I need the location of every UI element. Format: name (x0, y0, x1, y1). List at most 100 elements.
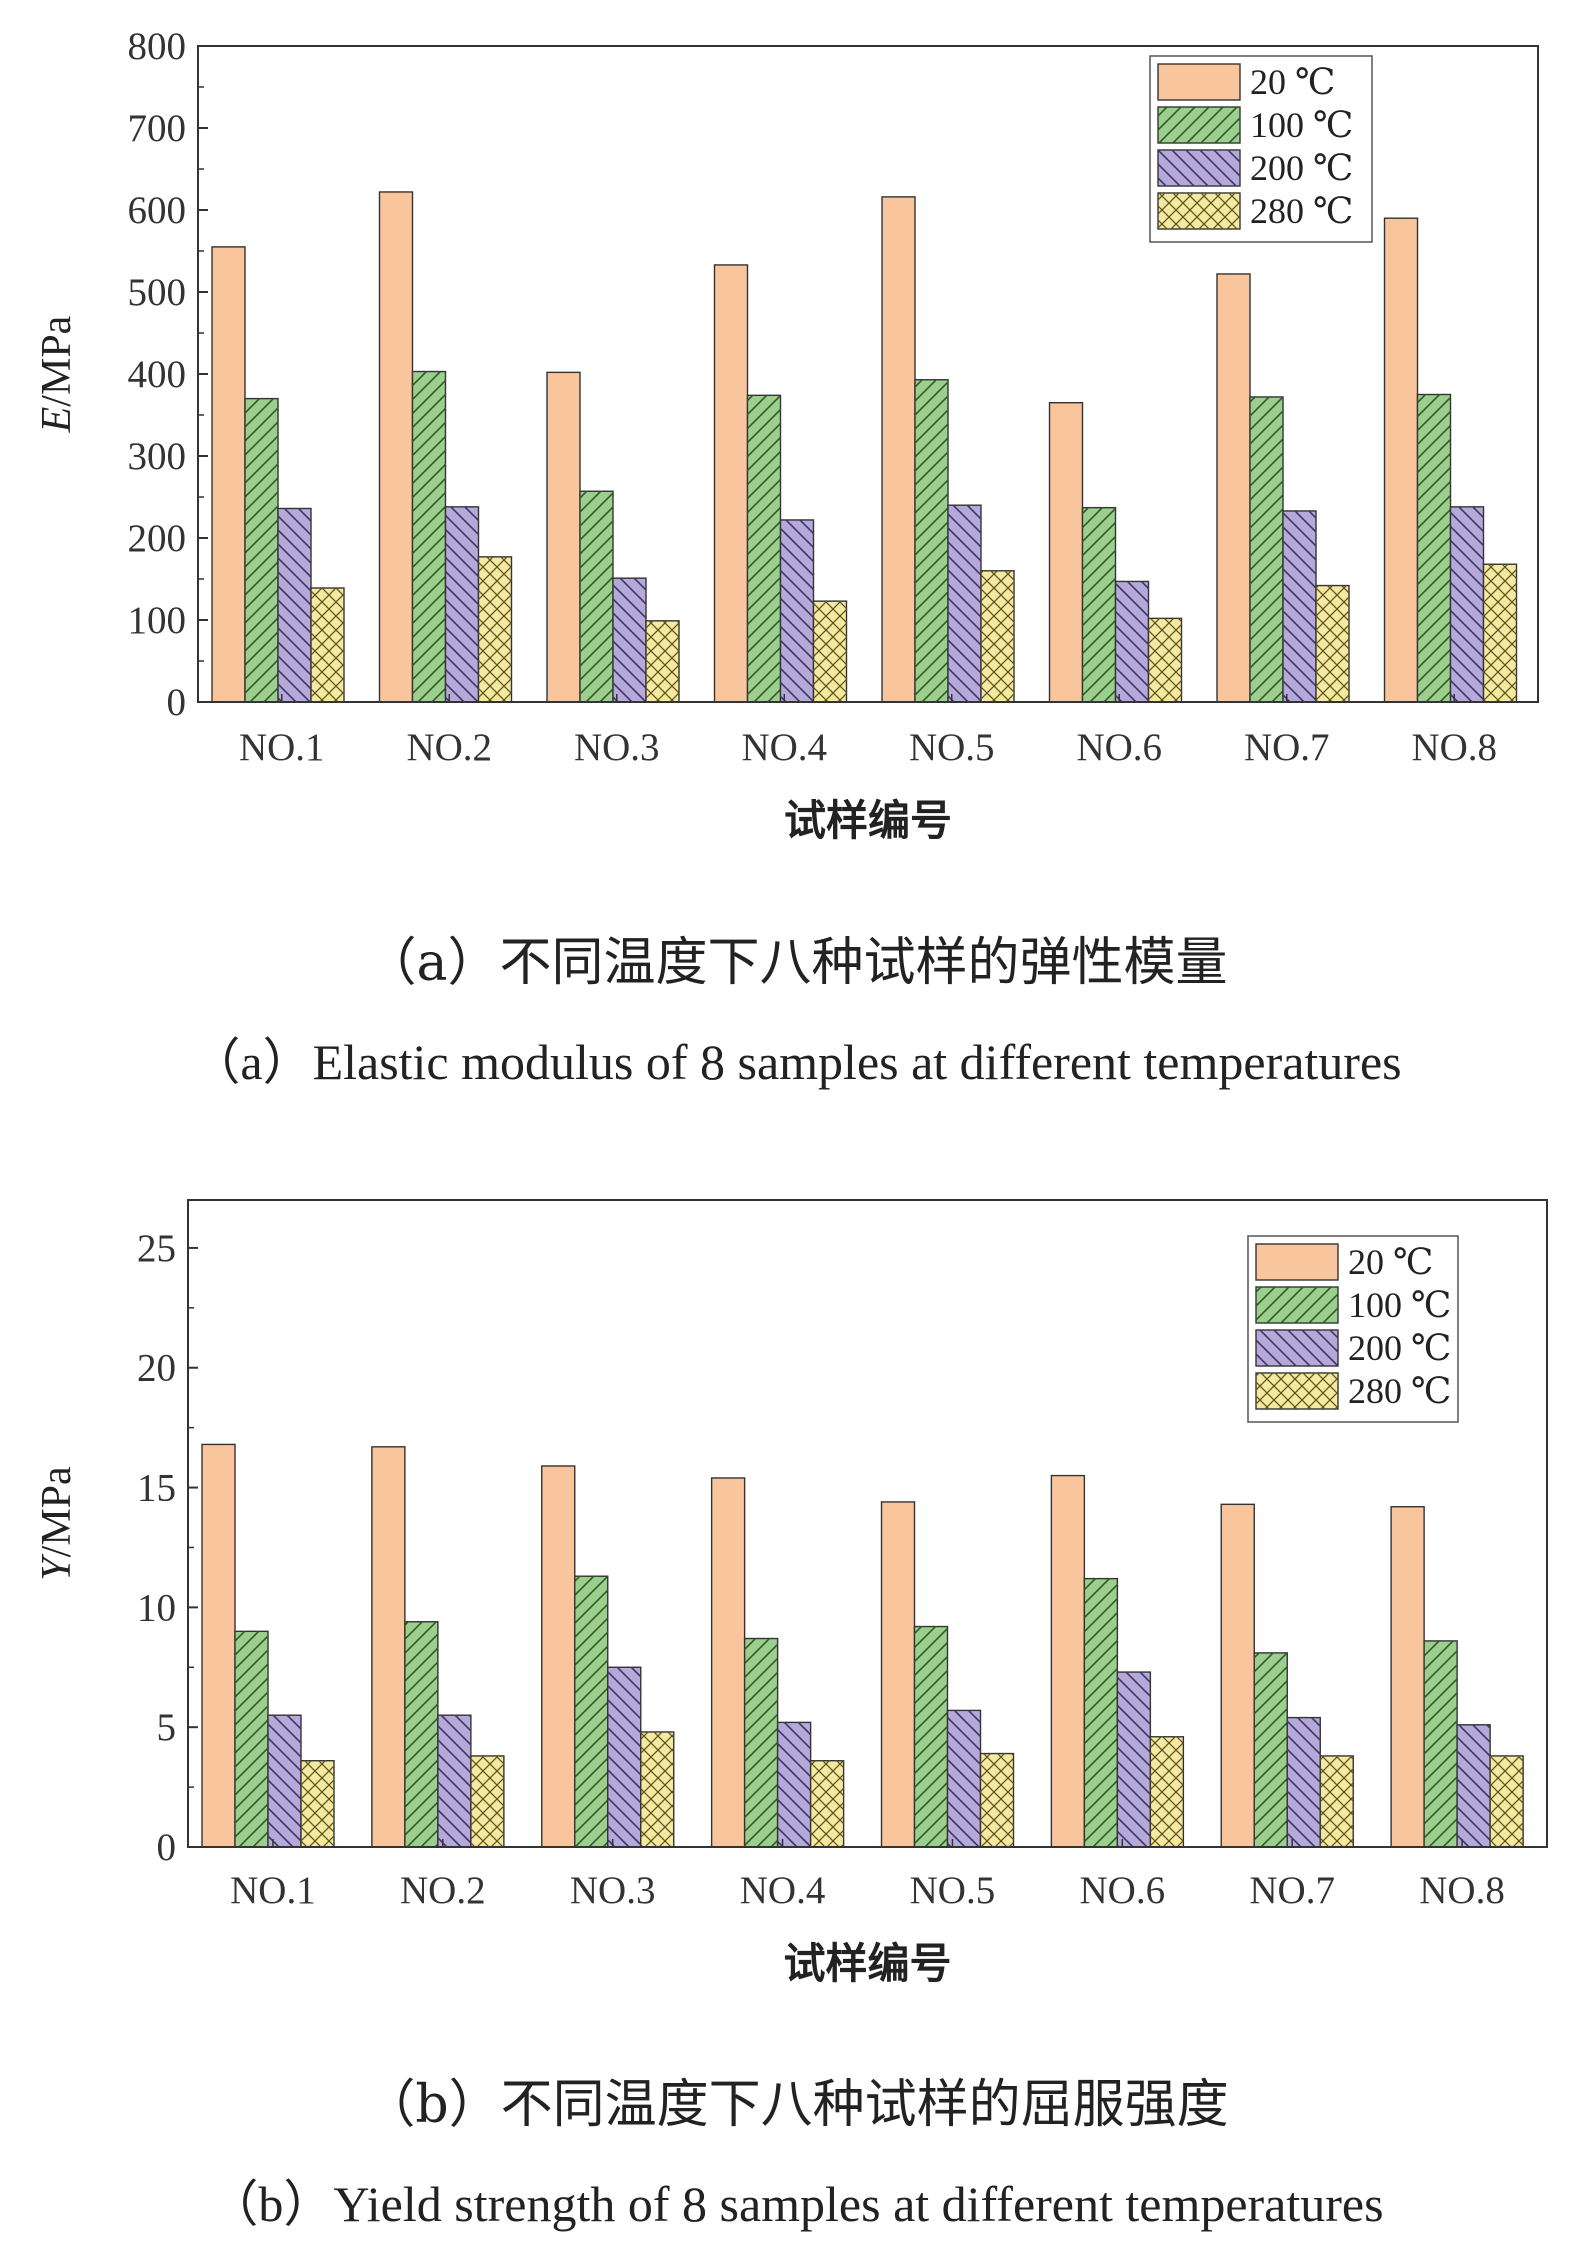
bar-pattern-b-s3-NO.7 (1287, 1717, 1321, 1847)
bar-b-s1-NO.4 (710, 1477, 746, 1848)
legend-label-b-s3: 200 ℃ (1348, 1328, 1451, 1368)
bar-pattern-b-s3-NO.3 (607, 1667, 641, 1847)
bar-pattern-a-s3-NO.1 (278, 508, 311, 702)
caption-a-english: （a）Elastic modulus of 8 samples at diffe… (190, 1034, 1402, 1090)
y-axis-title-symbol-a: E (34, 407, 80, 434)
bar-pattern-a-s3-NO.6 (1115, 581, 1149, 702)
x-tick-label-a: NO.8 (1411, 726, 1497, 769)
bar-pattern-a-s4-NO.8 (1483, 564, 1517, 702)
x-tick-label-b: NO.6 (1080, 1869, 1166, 1912)
bar-pattern-a-s4-NO.7 (1316, 585, 1349, 702)
legend-label-a-s2: 100 ℃ (1250, 105, 1353, 145)
y-axis-title-unit-b: /MPa (34, 1466, 80, 1557)
bar-pattern-b-s3-NO.6 (1117, 1672, 1151, 1847)
bar-pattern-b-s2-NO.8 (1424, 1640, 1458, 1847)
bar-pattern-a-s4-NO.5 (981, 570, 1014, 702)
legend-swatch-b-s1 (1255, 1243, 1339, 1281)
bar-b-s1-NO.2 (371, 1446, 406, 1848)
bar-pattern-a-s3-NO.3 (613, 578, 646, 702)
bar-pattern-a-s2-NO.1 (245, 398, 278, 702)
bar-pattern-b-s2-NO.4 (744, 1638, 778, 1847)
x-tick-label-a: NO.7 (1244, 726, 1330, 769)
bar-a-s1-NO.4 (713, 264, 749, 703)
y-tick-label-a: 500 (128, 271, 187, 314)
bar-pattern-b-s2-NO.1 (235, 1631, 268, 1847)
x-tick-label-a: NO.4 (741, 726, 827, 769)
bar-b-s1-NO.3 (541, 1465, 576, 1848)
bar-pattern-b-s4-NO.4 (810, 1760, 844, 1847)
y-tick-label-b: 20 (137, 1347, 176, 1390)
bar-b-s1-NO.6 (1050, 1474, 1086, 1848)
y-axis-title-a: E/MPa (34, 315, 80, 433)
y-tick-label-a: 400 (128, 353, 187, 396)
legend-swatch-pattern-a-s3 (1158, 150, 1240, 186)
bar-pattern-a-s4-NO.2 (478, 556, 512, 702)
caption-a-chinese: （a）不同温度下八种试样的弹性模量 (364, 933, 1228, 993)
legend-label-b-s1: 20 ℃ (1348, 1242, 1433, 1282)
y-tick-label-a: 100 (128, 599, 187, 642)
legend-swatch-a-s1 (1157, 63, 1241, 101)
legend-swatch-pattern-b-s4 (1256, 1373, 1338, 1409)
y-tick-label-b: 10 (137, 1586, 176, 1629)
x-tick-label-a: NO.6 (1076, 726, 1162, 769)
bar-pattern-b-s4-NO.3 (640, 1731, 674, 1847)
x-tick-label-a: NO.3 (574, 726, 660, 769)
bar-pattern-b-s3-NO.5 (947, 1710, 981, 1847)
caption-b-english: （b）Yield strength of 8 samples at differ… (208, 2176, 1384, 2232)
bar-pattern-b-s2-NO.2 (404, 1621, 438, 1847)
bar-pattern-a-s3-NO.5 (948, 505, 981, 702)
bar-pattern-b-s3-NO.4 (777, 1722, 811, 1847)
y-tick-label-a: 800 (128, 25, 187, 68)
x-tick-label-b: NO.7 (1249, 1869, 1335, 1912)
bar-pattern-b-s4-NO.8 (1490, 1755, 1524, 1847)
chart-b-yield-strength: 0 5 10 15 20 25 NO.1 NO.2 NO.3 NO.4 NO.5 NO.6 NO.7 NO… (34, 1199, 1548, 1988)
x-axis-title-a: 试样编号 (784, 796, 952, 845)
bar-pattern-b-s4-NO.5 (980, 1753, 1014, 1847)
bar-pattern-a-s3-NO.8 (1450, 506, 1484, 702)
bar-pattern-a-s3-NO.7 (1283, 510, 1316, 702)
bar-pattern-b-s2-NO.7 (1254, 1652, 1288, 1847)
y-axis-title-b: Y/MPa (34, 1466, 80, 1581)
legend-swatch-pattern-a-s4 (1158, 193, 1240, 229)
bar-pattern-a-s2-NO.2 (412, 371, 446, 702)
y-tick-label-b: 25 (137, 1227, 176, 1270)
y-tick-label-a: 0 (167, 681, 187, 724)
bar-pattern-a-s4-NO.1 (311, 588, 344, 702)
bar-pattern-b-s4-NO.7 (1320, 1755, 1354, 1847)
x-tick-label-a: NO.5 (909, 726, 995, 769)
bar-pattern-a-s2-NO.3 (580, 491, 613, 702)
legend-label-b-s2: 100 ℃ (1348, 1285, 1451, 1325)
x-axis-title-b: 试样编号 (783, 1939, 951, 1988)
x-tick-label-a: NO.1 (239, 726, 325, 769)
y-axis-title-symbol-b: Y (34, 1553, 80, 1581)
bar-pattern-a-s2-NO.7 (1250, 396, 1283, 702)
bar-pattern-b-s3-NO.8 (1457, 1724, 1491, 1847)
bar-b-s1-NO.8 (1390, 1506, 1425, 1848)
bar-a-s1-NO.2 (378, 191, 414, 703)
bar-b-s1-NO.1 (201, 1443, 236, 1848)
bar-pattern-a-s2-NO.5 (915, 379, 948, 702)
legend-label-a-s3: 200 ℃ (1250, 148, 1353, 188)
bar-pattern-b-s3-NO.1 (268, 1715, 301, 1847)
bar-a-s1-NO.6 (1048, 402, 1084, 703)
legend-label-a-s1: 20 ℃ (1250, 62, 1335, 102)
bar-pattern-a-s3-NO.4 (780, 519, 814, 702)
bar-a-s1-NO.5 (881, 196, 916, 703)
bar-a-s1-NO.1 (211, 246, 246, 703)
bar-pattern-b-s2-NO.3 (574, 1576, 608, 1847)
bar-pattern-a-s4-NO.6 (1148, 618, 1182, 702)
legend-swatch-pattern-b-s3 (1256, 1330, 1338, 1366)
legend-swatch-pattern-a-s2 (1158, 107, 1240, 143)
bar-pattern-a-s2-NO.8 (1417, 394, 1451, 702)
legend-swatch-pattern-b-s2 (1256, 1287, 1338, 1323)
bar-pattern-a-s2-NO.6 (1082, 507, 1116, 702)
bar-pattern-b-s2-NO.6 (1084, 1578, 1118, 1847)
x-tick-label-b: NO.5 (910, 1869, 996, 1912)
bar-pattern-b-s4-NO.1 (301, 1760, 334, 1847)
x-tick-label-b: NO.2 (400, 1869, 486, 1912)
legend-label-a-s4: 280 ℃ (1250, 191, 1353, 231)
x-tick-label-b: NO.3 (570, 1869, 656, 1912)
bar-a-s1-NO.7 (1216, 273, 1251, 703)
y-tick-label-b: 0 (157, 1826, 177, 1869)
